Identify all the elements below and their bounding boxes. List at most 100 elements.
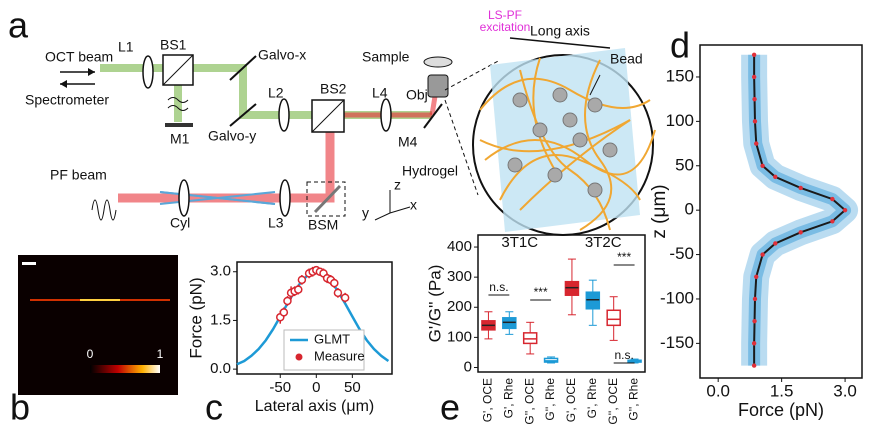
point xyxy=(752,363,756,367)
box xyxy=(524,333,537,344)
y-tick-label: 50 xyxy=(675,155,694,174)
y-tick-label: 150 xyxy=(666,66,694,85)
legend-label: GLMT xyxy=(314,331,350,346)
point xyxy=(334,289,341,296)
label: OCT beam xyxy=(45,49,113,65)
group-label: 3T2C xyxy=(585,234,622,251)
colorbar-label: 0 xyxy=(87,347,94,361)
group-label: 3T1C xyxy=(501,234,538,251)
panel-label: d xyxy=(670,25,690,66)
point xyxy=(753,119,757,123)
y-axis-label: z (μm) xyxy=(649,184,670,238)
x-tick-label: G'', Rhe xyxy=(627,378,641,421)
point xyxy=(752,97,756,101)
point xyxy=(798,186,802,190)
x-tick-label: G'', OCE xyxy=(522,378,536,425)
beam-image xyxy=(18,255,178,395)
y-tick-label: 100 xyxy=(666,111,694,130)
label: L2 xyxy=(268,85,284,101)
y-tick-label: 3.0 xyxy=(210,263,231,280)
label: Galvo-y xyxy=(208,128,256,144)
label: excitation xyxy=(480,20,531,34)
y-axis-label: G'/G'' (Pa) xyxy=(425,265,444,343)
force-cloud xyxy=(754,55,845,366)
label: M4 xyxy=(398,134,418,150)
label: L4 xyxy=(372,85,388,101)
x-tick-label: G', Rhe xyxy=(585,378,599,419)
label: Obj xyxy=(406,87,428,103)
y-tick-label: 0 xyxy=(464,358,472,375)
x-tick-label: G', Rhe xyxy=(501,378,515,419)
x-axis-label: Lateral axis (μm) xyxy=(255,398,374,415)
x-tick-label: 50 xyxy=(344,379,361,396)
point xyxy=(773,175,777,179)
point xyxy=(760,252,764,256)
y-tick-label: -50 xyxy=(669,244,694,263)
y-tick-label: 300 xyxy=(447,268,472,285)
setup-diagram xyxy=(60,38,655,235)
figure: a b c d e xyxy=(0,0,875,431)
label: L3 xyxy=(268,215,284,231)
label: Hydrogel xyxy=(402,163,458,179)
point xyxy=(843,208,847,212)
point xyxy=(280,309,287,316)
box xyxy=(565,282,578,296)
x-tick-label: G'', Rhe xyxy=(543,378,557,421)
point xyxy=(798,230,802,234)
label: Sample xyxy=(362,49,410,65)
point xyxy=(760,164,764,168)
x-tick-label: 1.5 xyxy=(770,381,794,400)
annotation: *** xyxy=(617,250,631,264)
label: Long axis xyxy=(530,23,590,39)
y-tick-label: 0 xyxy=(685,200,694,219)
x-tick-label: -50 xyxy=(269,379,291,396)
y-tick-label: -100 xyxy=(660,288,694,307)
y-tick-label: -150 xyxy=(660,333,694,352)
point xyxy=(342,294,349,301)
point xyxy=(284,297,291,304)
point xyxy=(298,276,305,283)
label: BS1 xyxy=(160,37,187,53)
label: BS2 xyxy=(320,81,347,97)
y-axis-label: Force (pN) xyxy=(186,277,205,358)
point xyxy=(754,141,758,145)
annotation: *** xyxy=(534,285,548,299)
y-tick-label: 0.0 xyxy=(210,360,231,377)
label: y xyxy=(362,205,369,221)
box xyxy=(503,318,516,329)
point xyxy=(773,241,777,245)
panel-label: a xyxy=(8,5,29,46)
panel-label: c xyxy=(205,387,223,428)
label: BSM xyxy=(308,217,338,233)
label: Cyl xyxy=(170,215,190,231)
point xyxy=(752,319,756,323)
point xyxy=(753,297,757,301)
point xyxy=(295,286,302,293)
point xyxy=(830,197,834,201)
point xyxy=(830,219,834,223)
label: M1 xyxy=(170,131,190,147)
legend-swatch xyxy=(296,354,303,361)
x-tick-label: 3.0 xyxy=(833,381,857,400)
annotation: n.s. xyxy=(489,280,508,294)
box xyxy=(607,310,620,325)
x-tick-label: G', OCE xyxy=(564,378,578,422)
label: z xyxy=(394,177,401,193)
point xyxy=(754,275,758,279)
label: Spectrometer xyxy=(25,92,109,108)
legend-label: Measure xyxy=(314,348,365,363)
label: x xyxy=(410,197,417,213)
label: Galvo-x xyxy=(258,47,306,63)
x-tick-label: 0 xyxy=(312,379,320,396)
x-axis-label: Force (pN) xyxy=(738,400,824,420)
box xyxy=(586,292,599,309)
x-tick-label: 0.0 xyxy=(706,381,730,400)
colorbar-label: 1 xyxy=(157,347,164,361)
label: PF beam xyxy=(50,167,107,183)
point xyxy=(752,53,756,57)
y-tick-label: 1.5 xyxy=(210,311,231,328)
point xyxy=(331,280,338,287)
point xyxy=(752,75,756,79)
label: L1 xyxy=(118,39,134,55)
y-tick-label: 400 xyxy=(447,238,472,255)
